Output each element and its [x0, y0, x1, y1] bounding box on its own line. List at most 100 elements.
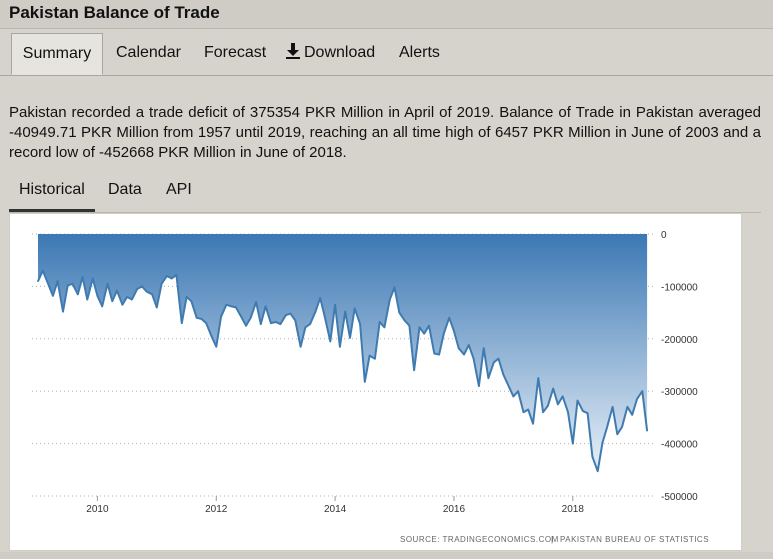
- data-point: [408, 324, 411, 327]
- data-point: [378, 321, 381, 323]
- data-point: [270, 322, 272, 324]
- data-point: [86, 298, 89, 301]
- data-point: [453, 330, 455, 332]
- data-point: [136, 288, 138, 290]
- download-arrow-icon: [286, 43, 300, 59]
- data-point: [596, 470, 599, 473]
- data-point: [260, 323, 262, 325]
- data-point: [443, 332, 445, 335]
- x-tick-label: 2012: [205, 504, 228, 515]
- data-point: [309, 323, 311, 325]
- chart-source-right: PAKISTAN BUREAU OF STATISTICS: [560, 535, 709, 544]
- tab-summary[interactable]: Summary: [11, 33, 103, 75]
- data-point: [116, 289, 118, 292]
- data-point: [190, 300, 193, 302]
- data-point: [166, 275, 168, 277]
- tab-forecast[interactable]: Forecast: [204, 44, 267, 61]
- data-point: [482, 347, 485, 349]
- data-point: [210, 335, 213, 337]
- y-tick-label: 0: [661, 230, 667, 241]
- data-point: [567, 411, 569, 413]
- data-point: [185, 296, 188, 298]
- data-point: [249, 317, 252, 319]
- y-tick-label: -500000: [661, 492, 698, 503]
- data-point: [240, 316, 242, 318]
- data-point: [398, 311, 401, 314]
- data-point: [106, 283, 109, 285]
- data-point: [383, 326, 386, 329]
- data-point: [542, 411, 544, 413]
- data-point: [160, 283, 163, 285]
- data-point: [582, 410, 584, 412]
- data-point: [126, 296, 128, 298]
- tab-download[interactable]: Download: [286, 33, 375, 75]
- chart-source-left: SOURCE: TRADINGECONOMICS.COM: [400, 535, 559, 544]
- data-point: [507, 385, 510, 387]
- data-point: [552, 387, 554, 390]
- data-point: [170, 277, 173, 280]
- data-point: [77, 293, 79, 296]
- data-point: [111, 300, 114, 302]
- bottom-strip: [0, 552, 773, 559]
- data-point: [468, 344, 470, 346]
- data-point: [200, 318, 203, 320]
- tab-download-label: Download: [304, 44, 376, 61]
- data-point: [636, 398, 638, 400]
- data-point: [517, 390, 519, 392]
- data-point: [631, 414, 633, 416]
- tab-calendar[interactable]: Calendar: [116, 44, 181, 61]
- data-point: [423, 332, 426, 335]
- subtab-historical[interactable]: Historical: [9, 172, 95, 212]
- y-tick-label: -100000: [661, 282, 698, 293]
- data-point: [52, 295, 54, 297]
- data-point: [472, 357, 475, 360]
- data-point: [527, 408, 529, 411]
- data-point: [42, 269, 44, 272]
- data-point: [512, 395, 515, 398]
- data-point: [151, 293, 153, 296]
- data-point: [606, 426, 608, 428]
- data-point: [37, 280, 39, 282]
- data-point: [56, 280, 59, 282]
- subtab-data[interactable]: Data: [108, 181, 142, 198]
- data-point: [289, 312, 292, 315]
- data-point: [374, 357, 376, 360]
- data-point: [413, 369, 415, 371]
- data-point: [626, 406, 629, 408]
- data-point: [91, 277, 94, 280]
- data-point: [225, 303, 228, 306]
- data-point: [463, 353, 465, 356]
- data-point: [478, 385, 480, 387]
- data-point: [557, 403, 559, 406]
- data-point: [294, 319, 297, 322]
- y-tick-label: -400000: [661, 440, 698, 451]
- data-point: [255, 301, 257, 303]
- data-point: [66, 284, 69, 287]
- series-line: [37, 269, 649, 473]
- data-point: [576, 399, 579, 402]
- data-point: [359, 323, 361, 325]
- data-point: [304, 326, 307, 329]
- data-point: [641, 390, 644, 392]
- y-tick-label: -200000: [661, 335, 698, 346]
- page-title: Pakistan Balance of Trade: [9, 3, 220, 22]
- tab-alerts[interactable]: Alerts: [399, 44, 440, 61]
- data-point: [591, 455, 594, 458]
- data-point: [339, 345, 341, 348]
- data-point: [493, 361, 495, 364]
- data-point: [403, 319, 406, 322]
- summary-text: Pakistan recorded a trade deficit of 375…: [9, 104, 761, 161]
- data-point: [47, 283, 49, 285]
- data-point: [353, 307, 356, 310]
- data-point: [537, 377, 540, 379]
- data-point: [601, 441, 604, 444]
- subtab-api[interactable]: API: [166, 181, 192, 198]
- data-point: [319, 297, 322, 299]
- data-point: [156, 306, 158, 309]
- x-tick-label: 2014: [324, 504, 347, 515]
- data-point: [393, 286, 396, 289]
- data-point: [324, 317, 326, 319]
- data-point: [230, 305, 232, 308]
- data-point: [561, 395, 564, 398]
- x-tick-label: 2010: [86, 504, 109, 515]
